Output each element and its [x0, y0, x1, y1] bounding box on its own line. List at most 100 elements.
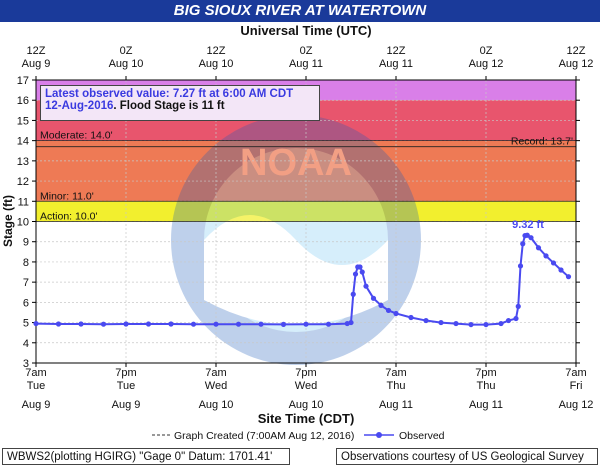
data-point: [352, 271, 359, 277]
x-top-tick-time: 12Z: [27, 45, 46, 57]
data-point: [535, 245, 542, 251]
series-line-observed: [35, 234, 570, 326]
data-point: [558, 267, 564, 273]
x-bottom-tick-day: Wed: [205, 380, 227, 392]
data-point: [280, 321, 287, 327]
band-moderate: [36, 140, 576, 202]
threshold-label: Record: 13.7': [511, 136, 573, 148]
y-tick-label: 17: [17, 75, 29, 87]
data-point: [423, 317, 429, 324]
data-point: [258, 321, 264, 327]
legend: Graph Created (7:00AM Aug 12, 2016) Obse…: [152, 430, 445, 442]
threshold-label: Action: 10.0': [40, 211, 97, 223]
x-bottom-tick-time: 7am: [385, 367, 406, 379]
x-bottom-tick-time: 7am: [25, 367, 46, 379]
y-tick-label: 14: [17, 136, 29, 148]
data-point: [528, 235, 534, 241]
x-bottom-tick-day: Thu: [387, 380, 406, 392]
x-top-tick-date: Aug 10: [109, 58, 144, 70]
y-axis: 3 4 5 6 7 8 9 10 11 12 13 14 15 16 17: [17, 75, 580, 370]
data-point: [348, 319, 354, 326]
observed-series: [33, 232, 572, 328]
data-point: [453, 320, 459, 327]
data-point: [145, 321, 152, 327]
x-top-tick-date: Aug 12: [469, 58, 504, 70]
legend-created-label: Graph Created (7:00AM Aug 12, 2016): [174, 430, 354, 442]
top-axis-title: Universal Time (UTC): [240, 23, 371, 38]
data-point: [100, 321, 107, 327]
y-tick-label: 11: [18, 196, 29, 208]
data-point: [123, 321, 129, 327]
x-top-tick-date: Aug 11: [289, 58, 323, 70]
observations-credit: Observations courtesy of US Geological S…: [336, 448, 598, 465]
peak-label: 9.32 ft: [512, 219, 544, 231]
x-bottom-tick-time: 7am: [205, 367, 226, 379]
data-point: [78, 321, 84, 327]
data-point: [468, 321, 474, 328]
info-date: 12-Aug-2016: [45, 100, 114, 112]
y-tick-label: 3: [23, 358, 29, 370]
data-point: [520, 241, 526, 247]
x-bottom-tick-day: Tue: [27, 380, 46, 392]
title-bar: [0, 0, 600, 22]
y-tick-label: 12: [17, 176, 29, 188]
band-action: [36, 201, 576, 222]
bottom-axis-title: Site Time (CDT): [258, 411, 355, 426]
data-point: [357, 264, 363, 270]
data-point: [393, 310, 399, 317]
data-point: [370, 295, 377, 301]
x-bottom-tick-date: Aug 10: [289, 399, 324, 411]
y-tick-label: 8: [23, 257, 29, 269]
chart-title: BIG SIOUX RIVER AT WATERTOWN: [173, 2, 427, 19]
data-point: [359, 269, 365, 275]
data-point: [524, 232, 530, 238]
x-top-tick-time: 12Z: [207, 45, 226, 57]
data-point: [515, 303, 521, 309]
data-point: [303, 321, 309, 327]
data-point: [350, 291, 356, 297]
data-point: [438, 319, 444, 326]
data-point: [213, 321, 219, 327]
legend-observed-marker: [376, 432, 382, 438]
data-point: [33, 320, 39, 327]
data-point: [513, 315, 519, 322]
data-point: [505, 317, 512, 324]
x-top-tick-date: Aug 10: [199, 58, 234, 70]
x-top-tick-time: 0Z: [480, 45, 493, 57]
x-bottom-tick-date: Aug 11: [469, 399, 503, 411]
x-top-tick-time: 0Z: [120, 45, 133, 57]
y-tick-label: 9: [23, 237, 29, 249]
info-box: Latest observed value: 7.27 ft at 6:00 A…: [40, 85, 320, 121]
y-tick-label: 16: [17, 95, 29, 107]
data-point: [408, 314, 414, 321]
data-point: [55, 321, 62, 327]
threshold-label: Minor: 11.0': [40, 190, 94, 202]
x-bottom-tick-date: Aug 9: [22, 399, 51, 411]
x-top-tick-time: 12Z: [387, 45, 406, 57]
y-tick-label: 15: [17, 115, 29, 127]
y-tick-label: 4: [23, 338, 29, 350]
data-point: [517, 263, 524, 269]
y-axis-title: Stage (ft): [1, 195, 15, 247]
x-bottom-tick-time: 7pm: [115, 367, 136, 379]
y-tick-label: 13: [17, 156, 29, 168]
x-bottom-tick-day: Fri: [570, 380, 583, 392]
x-bottom-tick-day: Thu: [477, 380, 496, 392]
x-bottom-tick-date: Aug 12: [559, 399, 594, 411]
data-point: [565, 274, 572, 280]
data-point: [235, 321, 242, 327]
x-bottom-tick-day: Wed: [295, 380, 317, 392]
x-top-tick-date: Aug 12: [559, 58, 594, 70]
data-point: [550, 260, 557, 266]
y-tick-label: 6: [23, 297, 29, 309]
x-bottom-tick-date: Aug 10: [199, 399, 234, 411]
x-top-tick-date: Aug 11: [379, 58, 413, 70]
data-point: [498, 320, 504, 327]
x-top-tick-date: Aug 9: [22, 58, 51, 70]
data-point: [543, 253, 549, 259]
data-point: [385, 307, 392, 314]
x-bottom-tick-day: Tue: [117, 380, 136, 392]
